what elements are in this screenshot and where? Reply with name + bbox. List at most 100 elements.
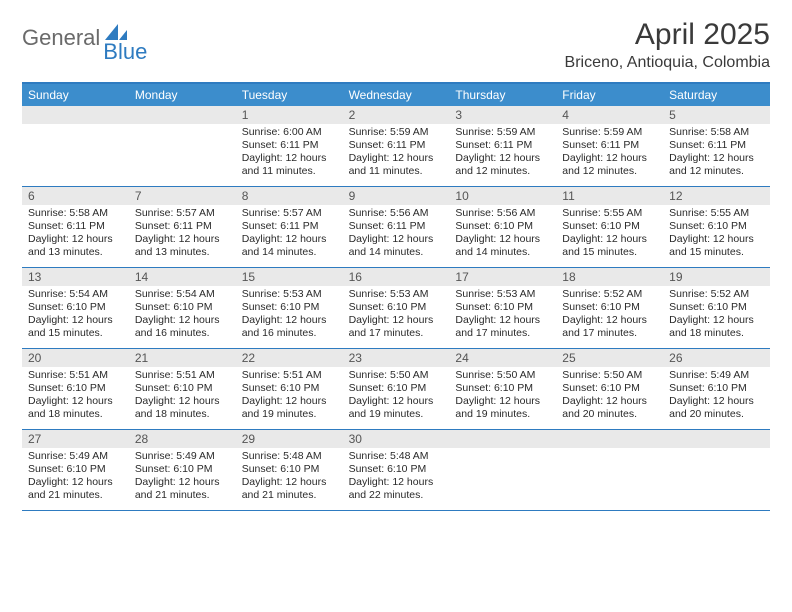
- daylight-text: Daylight: 12 hours and 22 minutes.: [349, 476, 444, 502]
- sunrise-text: Sunrise: 5:50 AM: [349, 369, 444, 382]
- daylight-text: Daylight: 12 hours and 17 minutes.: [455, 314, 550, 340]
- sunrise-text: Sunrise: 5:56 AM: [455, 207, 550, 220]
- calendar-cell: [22, 106, 129, 186]
- cell-body: Sunrise: 5:54 AMSunset: 6:10 PMDaylight:…: [129, 286, 236, 345]
- daylight-text: Daylight: 12 hours and 19 minutes.: [455, 395, 550, 421]
- calendar-cell: 7Sunrise: 5:57 AMSunset: 6:11 PMDaylight…: [129, 187, 236, 267]
- sunset-text: Sunset: 6:10 PM: [242, 301, 337, 314]
- sunset-text: Sunset: 6:11 PM: [28, 220, 123, 233]
- week-row: 1Sunrise: 6:00 AMSunset: 6:11 PMDaylight…: [22, 106, 770, 187]
- daylight-text: Daylight: 12 hours and 12 minutes.: [669, 152, 764, 178]
- daylight-text: Daylight: 12 hours and 16 minutes.: [242, 314, 337, 340]
- calendar-cell: 25Sunrise: 5:50 AMSunset: 6:10 PMDayligh…: [556, 349, 663, 429]
- sunrise-text: Sunrise: 5:52 AM: [669, 288, 764, 301]
- sunrise-text: Sunrise: 5:49 AM: [28, 450, 123, 463]
- cell-body: Sunrise: 5:51 AMSunset: 6:10 PMDaylight:…: [236, 367, 343, 426]
- header: General Blue April 2025 Briceno, Antioqu…: [22, 18, 770, 72]
- cell-body: Sunrise: 5:51 AMSunset: 6:10 PMDaylight:…: [22, 367, 129, 426]
- cell-body: Sunrise: 5:52 AMSunset: 6:10 PMDaylight:…: [556, 286, 663, 345]
- cell-body: Sunrise: 5:50 AMSunset: 6:10 PMDaylight:…: [556, 367, 663, 426]
- sunset-text: Sunset: 6:11 PM: [669, 139, 764, 152]
- brand-part2: Blue: [103, 39, 147, 65]
- dow-sunday: Sunday: [22, 84, 129, 106]
- cell-body: Sunrise: 5:57 AMSunset: 6:11 PMDaylight:…: [129, 205, 236, 264]
- calendar-cell: 9 Sunrise: 5:56 AMSunset: 6:11 PMDaylight…: [343, 187, 450, 267]
- sunset-text: Sunset: 6:10 PM: [28, 463, 123, 476]
- day-of-week-row: Sunday Monday Tuesday Wednesday Thursday…: [22, 84, 770, 106]
- day-number: 10: [449, 187, 556, 205]
- calendar-cell: 10Sunrise: 5:56 AMSunset: 6:10 PMDayligh…: [449, 187, 556, 267]
- dow-thursday: Thursday: [449, 84, 556, 106]
- sunrise-text: Sunrise: 5:50 AM: [562, 369, 657, 382]
- sunset-text: Sunset: 6:10 PM: [562, 301, 657, 314]
- sunrise-text: Sunrise: 5:54 AM: [135, 288, 230, 301]
- sunrise-text: Sunrise: 5:51 AM: [135, 369, 230, 382]
- cell-body: Sunrise: 5:48 AMSunset: 6:10 PMDaylight:…: [343, 448, 450, 507]
- sunset-text: Sunset: 6:10 PM: [242, 382, 337, 395]
- calendar-cell: 12Sunrise: 5:55 AMSunset: 6:10 PMDayligh…: [663, 187, 770, 267]
- sunset-text: Sunset: 6:10 PM: [562, 220, 657, 233]
- day-number: 14: [129, 268, 236, 286]
- day-number: 30: [343, 430, 450, 448]
- sunrise-text: Sunrise: 5:48 AM: [349, 450, 444, 463]
- sunset-text: Sunset: 6:11 PM: [242, 139, 337, 152]
- daylight-text: Daylight: 12 hours and 14 minutes.: [349, 233, 444, 259]
- cell-body: Sunrise: 5:53 AMSunset: 6:10 PMDaylight:…: [236, 286, 343, 345]
- sunrise-text: Sunrise: 5:53 AM: [349, 288, 444, 301]
- cell-body: Sunrise: 5:56 AMSunset: 6:10 PMDaylight:…: [449, 205, 556, 264]
- daylight-text: Daylight: 12 hours and 13 minutes.: [135, 233, 230, 259]
- dow-saturday: Saturday: [663, 84, 770, 106]
- sunrise-text: Sunrise: 5:54 AM: [28, 288, 123, 301]
- day-number: 29: [236, 430, 343, 448]
- calendar-cell: 11Sunrise: 5:55 AMSunset: 6:10 PMDayligh…: [556, 187, 663, 267]
- daylight-text: Daylight: 12 hours and 11 minutes.: [242, 152, 337, 178]
- day-number: 8: [236, 187, 343, 205]
- cell-body: Sunrise: 5:59 AMSunset: 6:11 PMDaylight:…: [343, 124, 450, 183]
- sunset-text: Sunset: 6:10 PM: [135, 382, 230, 395]
- sunrise-text: Sunrise: 5:59 AM: [455, 126, 550, 139]
- week-row: 6Sunrise: 5:58 AMSunset: 6:11 PMDaylight…: [22, 187, 770, 268]
- day-number: 11: [556, 187, 663, 205]
- sunrise-text: Sunrise: 5:50 AM: [455, 369, 550, 382]
- sunset-text: Sunset: 6:10 PM: [135, 463, 230, 476]
- cell-body: Sunrise: 5:49 AMSunset: 6:10 PMDaylight:…: [129, 448, 236, 507]
- cell-body: Sunrise: 5:50 AMSunset: 6:10 PMDaylight:…: [449, 367, 556, 426]
- day-number: 16: [343, 268, 450, 286]
- sunset-text: Sunset: 6:11 PM: [242, 220, 337, 233]
- calendar-cell: [129, 106, 236, 186]
- day-number: 15: [236, 268, 343, 286]
- day-number: 27: [22, 430, 129, 448]
- sunrise-text: Sunrise: 5:56 AM: [349, 207, 444, 220]
- daylight-text: Daylight: 12 hours and 14 minutes.: [242, 233, 337, 259]
- calendar-cell: 8Sunrise: 5:57 AMSunset: 6:11 PMDaylight…: [236, 187, 343, 267]
- calendar-cell: 16Sunrise: 5:53 AMSunset: 6:10 PMDayligh…: [343, 268, 450, 348]
- daylight-text: Daylight: 12 hours and 15 minutes.: [669, 233, 764, 259]
- calendar-cell: 13Sunrise: 5:54 AMSunset: 6:10 PMDayligh…: [22, 268, 129, 348]
- calendar-cell: 29Sunrise: 5:48 AMSunset: 6:10 PMDayligh…: [236, 430, 343, 510]
- sunset-text: Sunset: 6:10 PM: [242, 463, 337, 476]
- sunset-text: Sunset: 6:10 PM: [349, 382, 444, 395]
- calendar-cell: 24Sunrise: 5:50 AMSunset: 6:10 PMDayligh…: [449, 349, 556, 429]
- sunrise-text: Sunrise: 5:58 AM: [669, 126, 764, 139]
- day-number: 7: [129, 187, 236, 205]
- brand-part1: General: [22, 25, 100, 51]
- calendar-cell: 4Sunrise: 5:59 AMSunset: 6:11 PMDaylight…: [556, 106, 663, 186]
- cell-body: Sunrise: 6:00 AMSunset: 6:11 PMDaylight:…: [236, 124, 343, 183]
- sunset-text: Sunset: 6:10 PM: [669, 382, 764, 395]
- day-number: 2: [343, 106, 450, 124]
- sunset-text: Sunset: 6:10 PM: [562, 382, 657, 395]
- calendar-cell: 21Sunrise: 5:51 AMSunset: 6:10 PMDayligh…: [129, 349, 236, 429]
- sunset-text: Sunset: 6:11 PM: [135, 220, 230, 233]
- sunset-text: Sunset: 6:10 PM: [349, 301, 444, 314]
- sunrise-text: Sunrise: 5:55 AM: [669, 207, 764, 220]
- day-number: 26: [663, 349, 770, 367]
- calendar-cell: [663, 430, 770, 510]
- sunset-text: Sunset: 6:10 PM: [669, 220, 764, 233]
- sunrise-text: Sunrise: 6:00 AM: [242, 126, 337, 139]
- location-subtitle: Briceno, Antioquia, Colombia: [565, 54, 770, 72]
- day-number: 28: [129, 430, 236, 448]
- daylight-text: Daylight: 12 hours and 18 minutes.: [669, 314, 764, 340]
- sunset-text: Sunset: 6:11 PM: [349, 220, 444, 233]
- daylight-text: Daylight: 12 hours and 13 minutes.: [28, 233, 123, 259]
- day-number: 9: [343, 187, 450, 205]
